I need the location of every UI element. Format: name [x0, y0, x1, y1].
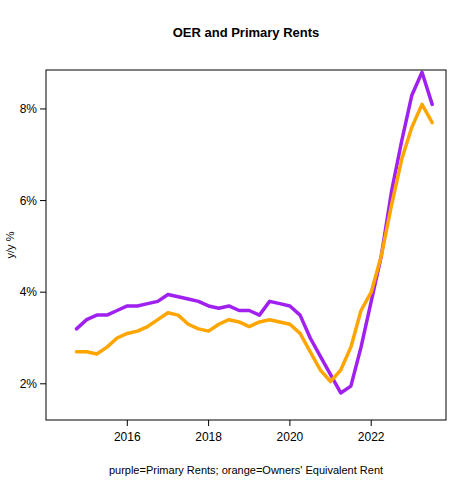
x-tick [371, 420, 372, 426]
y-tick [40, 200, 46, 201]
x-tick-label: 2022 [358, 430, 385, 444]
y-tick-label: 6% [20, 194, 38, 208]
y-tick-label: 2% [20, 377, 38, 391]
x-tick [127, 420, 128, 426]
plot-area [76, 72, 432, 393]
title: OER and Primary Rents [173, 25, 320, 40]
x-axis-label: purple=Primary Rents; orange=Owners' Equ… [109, 464, 383, 476]
x-tick-label: 2016 [114, 430, 141, 444]
y-tick-label: 4% [20, 285, 38, 299]
chart: OER and Primary Rents y/y % purple=Primary… [0, 0, 471, 482]
y-axis-label: y/y % [4, 231, 16, 258]
y-tick [40, 108, 46, 109]
y-tick-label: 8% [20, 102, 38, 116]
x-tick-label: 2020 [277, 430, 304, 444]
plot-frame [46, 70, 446, 420]
x-tick [208, 420, 209, 426]
series-line [76, 104, 432, 381]
series-line [76, 72, 432, 393]
y-tick [40, 292, 46, 293]
y-tick [40, 383, 46, 384]
x-tick [289, 420, 290, 426]
x-tick-label: 2018 [195, 430, 222, 444]
